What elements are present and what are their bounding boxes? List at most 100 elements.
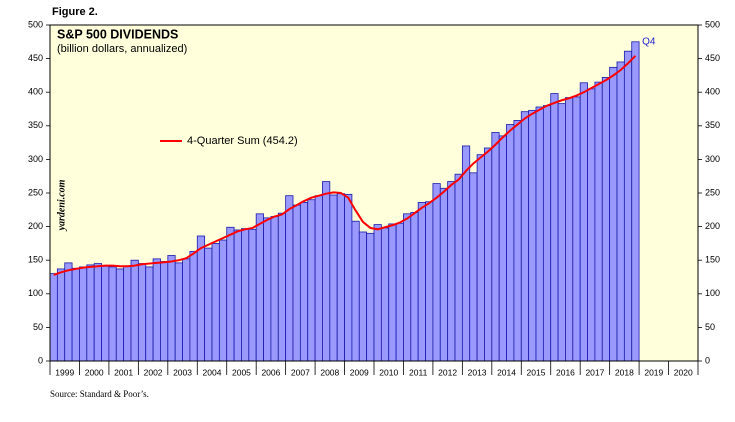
annotation: Q4 bbox=[642, 36, 656, 47]
bar bbox=[542, 105, 552, 362]
x-tick-label: 2013 bbox=[468, 367, 487, 377]
bar bbox=[211, 242, 220, 362]
watermark: yardeni.com bbox=[56, 179, 67, 231]
y-tick-label: 0 bbox=[38, 355, 43, 365]
bar bbox=[56, 268, 66, 362]
bar bbox=[79, 266, 88, 362]
x-tick-label: 2012 bbox=[438, 367, 457, 377]
bar bbox=[167, 255, 176, 362]
bar bbox=[579, 82, 588, 362]
bar bbox=[609, 66, 618, 362]
x-tick-label: 2009 bbox=[350, 367, 369, 377]
bar bbox=[292, 204, 301, 362]
bar bbox=[270, 216, 279, 362]
bar bbox=[299, 202, 309, 362]
bar bbox=[351, 220, 360, 362]
x-tick-label: 2002 bbox=[144, 367, 163, 377]
y-tick-label: 400 bbox=[28, 87, 43, 97]
bar bbox=[314, 195, 323, 362]
bar bbox=[417, 202, 426, 362]
x-tick-label: 2005 bbox=[232, 367, 251, 377]
bar bbox=[601, 77, 611, 362]
bar bbox=[49, 273, 58, 362]
bar bbox=[123, 265, 132, 362]
x-tick-label: 1999 bbox=[55, 367, 74, 377]
bar bbox=[263, 217, 272, 362]
y2-tick-label: 400 bbox=[705, 87, 720, 97]
y-tick-label: 250 bbox=[28, 187, 43, 197]
bar bbox=[469, 172, 478, 362]
bar bbox=[380, 227, 390, 362]
source: Source: Standard & Poor’s. bbox=[50, 389, 149, 399]
bar bbox=[277, 212, 287, 362]
y-tick-label: 350 bbox=[28, 120, 43, 130]
bar bbox=[344, 193, 353, 362]
x-tick-label: 2020 bbox=[674, 367, 693, 377]
y2-tick-label: 0 bbox=[705, 355, 710, 365]
y2-tick-label: 100 bbox=[705, 288, 720, 298]
y2-tick-label: 350 bbox=[705, 120, 720, 130]
bar bbox=[535, 106, 544, 362]
bar bbox=[160, 261, 169, 362]
legend-label: 4-Quarter Sum (454.2) bbox=[187, 135, 298, 147]
bar bbox=[93, 263, 102, 362]
y-tick-label: 450 bbox=[28, 53, 43, 63]
y2-tick-label: 50 bbox=[705, 322, 715, 332]
bar bbox=[410, 212, 419, 362]
y-tick-label: 100 bbox=[28, 288, 43, 298]
y-tick-label: 150 bbox=[28, 255, 43, 265]
bar bbox=[439, 187, 449, 362]
bar bbox=[491, 132, 500, 362]
x-tick-label: 2004 bbox=[203, 367, 222, 377]
bar bbox=[388, 223, 397, 362]
bar bbox=[616, 61, 625, 362]
bar bbox=[196, 235, 206, 362]
x-tick-label: 2017 bbox=[585, 367, 604, 377]
bar bbox=[137, 263, 147, 362]
x-tick-label: 2015 bbox=[527, 367, 546, 377]
bar bbox=[587, 88, 596, 362]
bar bbox=[631, 41, 640, 362]
bar bbox=[358, 231, 368, 362]
bar bbox=[395, 222, 404, 362]
bar bbox=[484, 147, 493, 362]
bar bbox=[447, 181, 456, 362]
y2-tick-label: 300 bbox=[705, 154, 720, 164]
y-tick-label: 200 bbox=[28, 221, 43, 231]
bar bbox=[285, 195, 294, 362]
bar bbox=[226, 226, 235, 362]
bar bbox=[145, 266, 154, 362]
y2-tick-label: 200 bbox=[705, 221, 720, 231]
bar bbox=[189, 251, 198, 362]
bar bbox=[520, 111, 530, 362]
bar bbox=[557, 103, 566, 362]
line bbox=[53, 55, 637, 276]
x-tick-label: 2000 bbox=[85, 367, 104, 377]
bar bbox=[432, 183, 441, 362]
bar bbox=[506, 124, 515, 362]
y-tick-label: 50 bbox=[33, 322, 43, 332]
bar bbox=[255, 213, 264, 362]
chart-subtitle: (billion dollars, annualized) bbox=[57, 43, 187, 55]
bar bbox=[373, 224, 382, 362]
bar bbox=[498, 135, 507, 362]
bar bbox=[403, 213, 412, 362]
bar bbox=[513, 120, 522, 362]
bar bbox=[248, 228, 257, 362]
x-tick-label: 2016 bbox=[556, 367, 575, 377]
x-tick-label: 2006 bbox=[261, 367, 280, 377]
y2-tick-label: 250 bbox=[705, 187, 720, 197]
bar bbox=[454, 173, 463, 362]
figure-label: Figure 2. bbox=[52, 6, 98, 18]
y-tick-label: 500 bbox=[28, 19, 43, 29]
x-tick-label: 2010 bbox=[379, 367, 398, 377]
bar bbox=[476, 154, 485, 362]
bar bbox=[130, 259, 139, 362]
bar bbox=[241, 228, 250, 362]
x-tick-label: 2014 bbox=[497, 367, 516, 377]
bar bbox=[528, 109, 537, 362]
bar bbox=[115, 268, 125, 362]
bar bbox=[623, 50, 633, 362]
bar bbox=[101, 265, 110, 362]
